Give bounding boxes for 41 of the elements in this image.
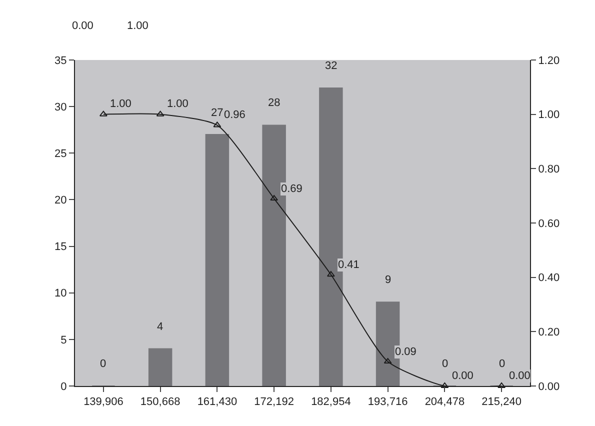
x-tick-label: 215,240 bbox=[482, 396, 522, 408]
data-label: 28 bbox=[268, 97, 280, 109]
y-tick-label: 25 bbox=[54, 148, 67, 160]
x-tick-label: 150,668 bbox=[140, 396, 180, 408]
x-tick-label: 161,430 bbox=[197, 396, 238, 408]
y-tick-label: 0 bbox=[60, 380, 67, 393]
y-tick-label: 35 bbox=[54, 54, 67, 67]
data-label: 0.00 bbox=[452, 370, 474, 382]
data-label: 0 bbox=[442, 358, 448, 370]
data-label: 9 bbox=[385, 274, 392, 286]
y-tick-label: 20 bbox=[54, 194, 67, 207]
y-tick-label: 30 bbox=[54, 101, 67, 114]
data-label: 1.00 bbox=[167, 98, 188, 110]
data-label: 0 bbox=[100, 358, 106, 370]
y2-tick-label: 0.60 bbox=[538, 218, 560, 230]
y2-tick-label: 1.20 bbox=[538, 54, 560, 67]
y2-tick-label: 0.40 bbox=[538, 272, 560, 284]
y2-tick-label: 0.80 bbox=[538, 164, 560, 176]
data-label: 0.69 bbox=[281, 183, 302, 195]
data-label: 32 bbox=[325, 60, 338, 72]
data-label: 0.09 bbox=[395, 346, 416, 358]
data-label: 0.96 bbox=[224, 109, 246, 121]
x-tick-label: 172,192 bbox=[254, 396, 294, 408]
x-tick-label: 193,716 bbox=[368, 396, 408, 408]
data-label: 0.41 bbox=[338, 259, 360, 271]
text: 1.00 bbox=[127, 20, 148, 32]
x-tick-label: 139,906 bbox=[84, 396, 124, 408]
y-tick-label: 5 bbox=[60, 334, 67, 346]
data-label: 0.00 bbox=[509, 370, 530, 382]
data-label: 1.00 bbox=[110, 98, 132, 110]
text: 0.00 bbox=[72, 20, 94, 32]
data-label: 0 bbox=[499, 358, 506, 370]
y2-tick-label: 0.00 bbox=[538, 380, 560, 393]
data-label: 27 bbox=[211, 107, 224, 119]
x-tick-label: 182,954 bbox=[311, 396, 351, 408]
x-tick-label: 204,478 bbox=[424, 396, 465, 408]
y2-tick-label: 0.20 bbox=[538, 326, 560, 339]
data-label: 4 bbox=[157, 321, 164, 333]
y-tick-label: 10 bbox=[54, 288, 67, 300]
y2-tick-label: 1.00 bbox=[538, 109, 560, 122]
y-tick-label: 15 bbox=[54, 241, 67, 254]
